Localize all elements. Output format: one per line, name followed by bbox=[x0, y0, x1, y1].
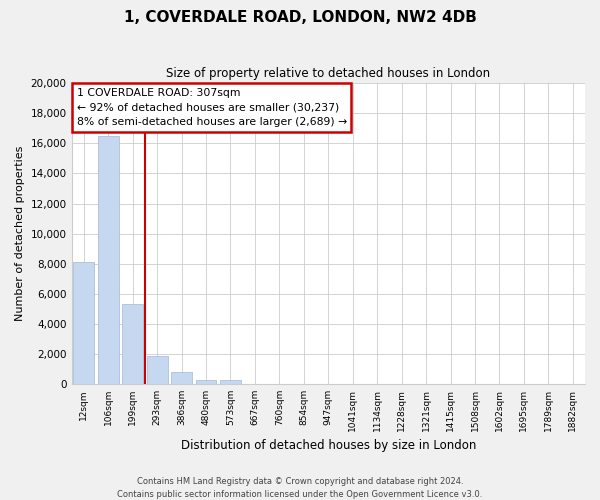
Bar bbox=[220, 380, 241, 384]
Bar bbox=[73, 262, 94, 384]
Bar bbox=[171, 372, 192, 384]
Bar bbox=[98, 136, 119, 384]
Bar bbox=[196, 380, 217, 384]
Title: Size of property relative to detached houses in London: Size of property relative to detached ho… bbox=[166, 68, 490, 80]
Text: Contains HM Land Registry data © Crown copyright and database right 2024.
Contai: Contains HM Land Registry data © Crown c… bbox=[118, 478, 482, 499]
Y-axis label: Number of detached properties: Number of detached properties bbox=[15, 146, 25, 322]
X-axis label: Distribution of detached houses by size in London: Distribution of detached houses by size … bbox=[181, 440, 476, 452]
Text: 1 COVERDALE ROAD: 307sqm
← 92% of detached houses are smaller (30,237)
8% of sem: 1 COVERDALE ROAD: 307sqm ← 92% of detach… bbox=[77, 88, 347, 127]
Text: 1, COVERDALE ROAD, LONDON, NW2 4DB: 1, COVERDALE ROAD, LONDON, NW2 4DB bbox=[124, 10, 476, 25]
Bar bbox=[147, 356, 167, 384]
Bar bbox=[122, 304, 143, 384]
